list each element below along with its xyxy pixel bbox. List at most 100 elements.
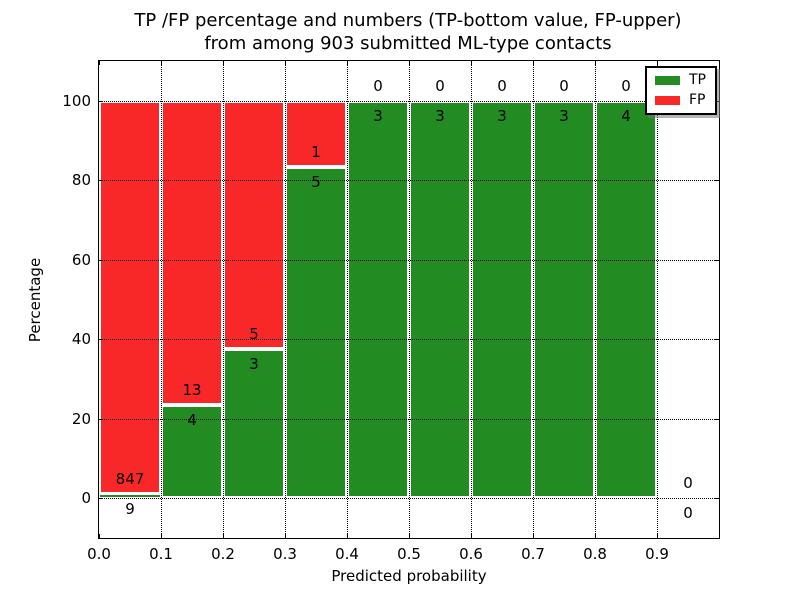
y-tick-mark [99, 259, 103, 261]
bar-fp-segment [99, 100, 161, 494]
fp-count-label: 0 [559, 76, 569, 95]
x-tick-mark-top [99, 61, 100, 65]
tp-count-label: 3 [497, 106, 507, 125]
bar-tp-segment [595, 100, 657, 498]
x-tick-mark [223, 534, 224, 538]
bar-fp-segment [223, 100, 285, 349]
y-tick-mark [99, 180, 103, 181]
fp-count-label: 13 [182, 380, 202, 399]
bar-tp-segment [161, 404, 223, 498]
bar-tp-segment [223, 348, 285, 498]
y-tick-label: 80 [71, 171, 91, 189]
fp-count-label: 0 [683, 474, 693, 492]
bar-tp-segment [99, 493, 161, 498]
legend-label-fp: FP [689, 92, 706, 108]
grid-line-vertical [471, 61, 472, 538]
bar-tp-segment [347, 100, 409, 498]
x-tick-mark-top [223, 61, 224, 65]
x-tick-label: 0.2 [211, 545, 235, 563]
plot-area: 0.0 0.1 0.2 0.3 0.4 0.5 0.6 0.7 0.8 0.9 0 20 40 60 80 1… [26, 60, 720, 585]
chart-title: TP /FP percentage and numbers (TP-bottom… [98, 9, 718, 55]
x-tick-mark-top [409, 61, 410, 65]
x-tick-label: 0.0 [87, 545, 111, 563]
bar-fp-segment [161, 100, 223, 405]
fp-count-label: 1 [311, 142, 321, 161]
x-tick-mark-top [657, 61, 658, 65]
grid-line-horizontal [99, 100, 719, 102]
chart-title-line2: from among 903 submitted ML-type contact… [204, 33, 612, 54]
y-tick-mark [99, 498, 103, 499]
x-tick-mark-top [595, 61, 596, 65]
bar-tp-segment [409, 100, 471, 498]
legend-label-tp: TP [689, 72, 706, 88]
fp-count-label: 0 [621, 76, 631, 95]
bar-tp-segment [533, 100, 595, 498]
x-tick-mark [161, 534, 162, 538]
grid-line-horizontal [99, 259, 719, 261]
legend-item-fp: FP [655, 93, 706, 108]
grid-line-vertical [595, 61, 596, 538]
fp-count-label: 847 [115, 469, 145, 488]
grid-line-vertical [223, 61, 224, 538]
grid-line-horizontal [99, 180, 719, 181]
tp-count-label: 4 [621, 106, 631, 125]
x-tick-mark [595, 534, 596, 538]
tp-count-label: 3 [435, 106, 445, 125]
y-tick-mark [99, 339, 103, 340]
x-tick-mark [409, 534, 410, 538]
x-tick-label: 0.3 [273, 545, 297, 563]
grid-line-vertical [285, 61, 286, 538]
y-axis-label: Percentage [26, 257, 44, 342]
x-tick-mark-top [161, 61, 162, 65]
x-tick-label: 0.9 [645, 545, 669, 563]
fp-color-swatch [655, 96, 680, 105]
x-tick-mark [347, 534, 348, 538]
fp-count-label: 0 [497, 76, 507, 95]
y-tick-mark-right [715, 100, 719, 102]
tp-count-label: 3 [249, 354, 259, 373]
y-tick-label: 20 [71, 409, 91, 428]
x-tick-label: 0.4 [335, 545, 359, 563]
bar-tp-segment [471, 100, 533, 498]
x-tick-mark [285, 534, 286, 538]
tp-count-label: 0 [683, 504, 693, 522]
grid-line-vertical [347, 61, 348, 538]
fp-count-label: 5 [249, 324, 259, 343]
y-tick-label: 100 [62, 91, 91, 110]
plot-canvas: 0.0 0.1 0.2 0.3 0.4 0.5 0.6 0.7 0.8 0.9 0 20 40 60 80 1… [62, 61, 719, 563]
grid-line-vertical [657, 61, 658, 538]
x-tick-mark-top [347, 61, 348, 65]
fp-count-label: 0 [435, 76, 445, 95]
grid-line-vertical [533, 61, 534, 538]
x-tick-label: 0.7 [521, 545, 545, 563]
x-tick-mark [533, 534, 534, 538]
tp-count-label: 9 [125, 499, 135, 518]
y-tick-mark-right [715, 259, 719, 261]
legend-item-tp: TP [655, 73, 706, 88]
x-tick-mark-top [285, 61, 286, 65]
tp-count-label: 4 [187, 410, 197, 429]
y-tick-mark-right [715, 339, 719, 340]
grid-line-vertical [161, 61, 162, 538]
y-tick-label: 60 [71, 250, 91, 269]
legend: TP FP [645, 66, 717, 115]
x-tick-mark-top [533, 61, 534, 65]
fp-count-label: 0 [373, 76, 383, 95]
x-tick-label: 0.5 [397, 545, 421, 563]
chart-title-line1: TP /FP percentage and numbers (TP-bottom… [134, 10, 682, 31]
y-tick-mark-right [715, 418, 719, 420]
x-tick-mark [657, 534, 658, 538]
tp-color-swatch [655, 76, 680, 85]
x-axis-label: Predicted probability [331, 567, 487, 585]
y-tick-label: 40 [71, 330, 91, 348]
grid-line-horizontal [99, 418, 719, 420]
x-tick-mark [471, 534, 472, 538]
x-tick-mark-top [471, 61, 472, 65]
grid-line-horizontal [99, 339, 719, 340]
grid-line-vertical [409, 61, 410, 538]
y-tick-mark-right [715, 180, 719, 181]
y-tick-mark [99, 100, 103, 102]
tp-count-label: 5 [311, 172, 321, 191]
y-tick-mark-right [715, 498, 719, 499]
